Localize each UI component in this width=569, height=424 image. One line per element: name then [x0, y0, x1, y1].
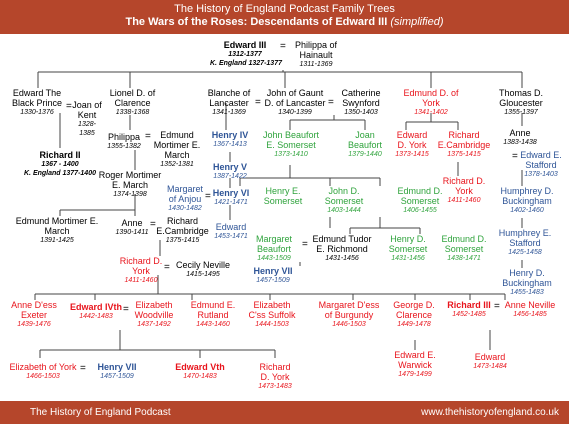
- person-thomas-gloucester: Thomas D. Gloucester 1355-1397: [498, 88, 543, 116]
- person-anne-gloucester: Anne 1383-1438: [503, 128, 537, 146]
- person-richard-earl-cambridge: Richard E.Cambridge 1375-1415: [437, 130, 491, 158]
- marriage-sign: =: [164, 262, 170, 273]
- person-henry-vii: Henry VII 1457-1509: [253, 266, 293, 284]
- person-edward-son-richard-iii: Edward 1473-1484: [473, 352, 507, 370]
- person-edmund-duke-of-york: Edmund D. of York 1341-1402: [403, 88, 459, 116]
- person-edmund-tudor: Edmund Tudor E. Richmond 1431-1456: [312, 234, 372, 262]
- person-catherine-swynford: Catherine Swynford 1350-1403: [341, 88, 381, 116]
- person-john-duke-somerset: John D. Somerset 1403-1444: [324, 186, 364, 214]
- person-richard-ii: Richard II 1367 - 1400 K. England 1377-1…: [24, 150, 96, 177]
- person-humphrey-stafford: Humphrey E. Stafford 1425-1458: [498, 228, 552, 256]
- person-edward-warwick: Edward E. Warwick 1479-1499: [394, 350, 436, 378]
- marriage-sign: =: [302, 239, 308, 250]
- title-banner: The History of England Podcast Family Tr…: [0, 0, 569, 34]
- marriage-sign: =: [255, 97, 261, 108]
- marriage-sign: =: [66, 101, 72, 112]
- marriage-sign: =: [512, 151, 518, 162]
- person-edward-iii: Edward III 1312-1377 K. England 1327-137…: [210, 40, 282, 67]
- marriage-sign: =: [80, 363, 86, 374]
- person-elizabeth-woodville: Elizabeth Woodville 1437-1492: [134, 300, 174, 328]
- person-henry-v: Henry V 1387-1422: [212, 162, 247, 180]
- person-edward-v: Edward Vth 1470-1483: [175, 362, 225, 380]
- person-richard-iii: Richard III 1452-1485: [447, 300, 491, 318]
- person-george-clarence: George D. Clarence 1449-1478: [393, 300, 435, 328]
- person-henry-duke-somerset: Henry D. Somerset 1431-1456: [388, 234, 428, 262]
- person-edmund-duke-somerset-2: Edmund D. Somerset 1438-1471: [441, 234, 487, 262]
- person-anne-mortimer: Anne 1390-1411: [115, 218, 149, 236]
- person-edmund-rutland: Edmund E. Rutland 1443-1460: [190, 300, 236, 328]
- person-henry-buckingham: Henry D. Buckingham 1455-1483: [502, 268, 552, 296]
- person-richard-duke-york: Richard D. York 1411-1460: [119, 256, 163, 284]
- person-edward-black-prince: Edward The Black Prince 1330-1376: [11, 88, 63, 116]
- person-richard-duke-york-2: Richard D. York 1411-1460: [442, 176, 486, 204]
- marriage-sign: =: [328, 97, 334, 108]
- person-cecily-neville: Cecily Neville 1415-1495: [175, 260, 230, 278]
- person-lionel-clarence: Lionel D. of Clarence 1338-1368: [109, 88, 156, 116]
- person-edward-iv: Edward IVth 1442-1483: [69, 302, 122, 320]
- person-margaret-burgundy: Margaret D'ess of Burgundy 1446-1503: [318, 300, 380, 328]
- person-elizabeth-suffolk: Elizabeth C'ss Suffolk 1444-1503: [248, 300, 296, 328]
- person-roger-mortimer: Roger Mortimer E. March 1374-1398: [98, 170, 162, 198]
- person-edward-of-lancaster: Edward 1453-1471: [214, 222, 248, 240]
- person-philippa-clarence: Philippa 1355-1382: [107, 132, 141, 150]
- person-richard-duke-york-3: Richard D. York 1473-1483: [258, 362, 292, 390]
- person-john-beaufort: John Beaufort E. Somerset 1373-1410: [262, 130, 320, 158]
- footer-podcast-name: The History of England Podcast: [30, 407, 171, 418]
- marriage-sign: =: [494, 301, 500, 312]
- chart-title: The History of England Podcast Family Tr…: [174, 3, 395, 15]
- person-henry-vii-2: Henry VII 1457-1509: [97, 362, 137, 380]
- subtitle-note: (simplified): [390, 16, 444, 28]
- person-henry-vi: Henry VI 1421-1471: [212, 188, 250, 206]
- marriage-sign: =: [280, 41, 286, 52]
- person-joan-beaufort: Joan Beaufort 1379-1440: [347, 130, 383, 158]
- footer-website-link[interactable]: www.thehistoryofengland.co.uk: [421, 407, 559, 418]
- person-edmund-mortimer-1: Edmund Mortimer E. March 1352-1381: [153, 130, 201, 168]
- marriage-sign: =: [205, 191, 211, 202]
- person-anne-neville: Anne Neville 1456-1485: [504, 300, 556, 318]
- marriage-sign: =: [123, 304, 129, 315]
- person-margaret-of-anjou: Margaret of Anjou 1430-1482: [166, 184, 203, 212]
- person-joan-of-kent: Joan of Kent 1328-1385: [72, 100, 102, 137]
- person-edward-duke-york: Edward D. York 1373-1415: [395, 130, 429, 158]
- marriage-sign: =: [150, 219, 156, 230]
- person-henry-earl-somerset: Henry E. Somerset: [263, 186, 303, 206]
- person-margaret-beaufort: Margaret Beaufort 1443-1509: [255, 234, 292, 262]
- person-blanche-of-lancaster: Blanche of Lancaster 1341-1369: [207, 88, 251, 116]
- person-edmund-duke-somerset: Edmund D. Somerset 1406-1455: [397, 186, 443, 214]
- footer-banner: The History of England Podcast www.thehi…: [0, 401, 569, 424]
- person-richard-cambridge-a: Richard E.Cambridge 1375-1415: [156, 216, 209, 244]
- marriage-sign: =: [145, 131, 151, 142]
- person-humphrey-buckingham: Humphrey D. Buckingham 1402-1460: [500, 186, 554, 214]
- person-henry-iv: Henry IV 1367-1413: [211, 130, 249, 148]
- chart-subtitle: The Wars of the Roses: Descendants of Ed…: [125, 16, 444, 28]
- person-philippa-of-hainault: Philippa of Hainault 1311-1369: [294, 40, 338, 68]
- person-edmund-mortimer-2: Edmund Mortimer E. March 1391-1425: [15, 216, 99, 244]
- person-elizabeth-of-york: Elizabeth of York 1466-1503: [9, 362, 77, 380]
- person-anne-exeter: Anne D'ess Exeter 1439-1476: [11, 300, 57, 328]
- person-john-of-gaunt: John of Gaunt D. of Lancaster 1340-1399: [264, 88, 326, 116]
- person-edward-stafford: Edward E. Stafford 1378-1403: [520, 150, 562, 178]
